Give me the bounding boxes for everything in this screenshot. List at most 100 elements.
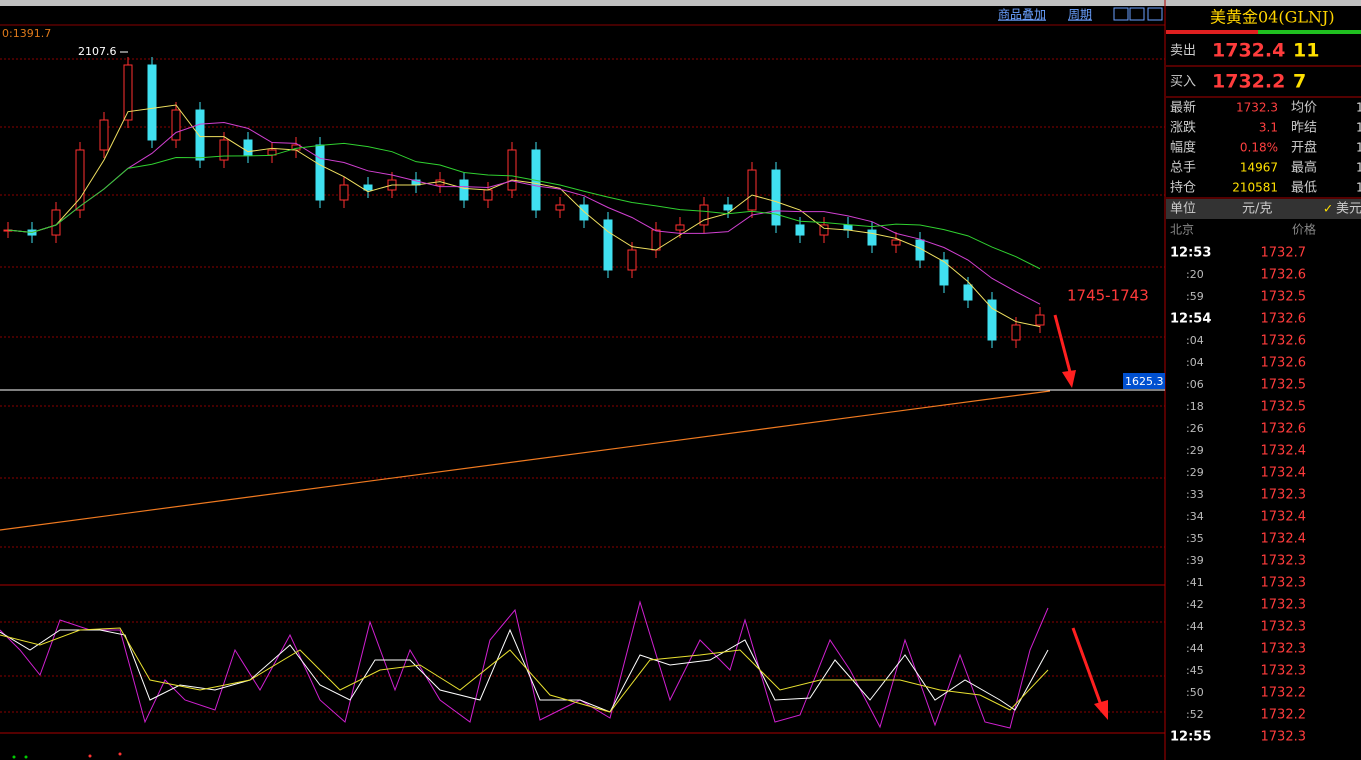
tick-price: 1732.6 (1261, 334, 1307, 349)
tick-time: :41 (1186, 576, 1204, 589)
tick-time: :34 (1186, 510, 1204, 523)
candle (675, 224, 685, 231)
quote-label: 昨结 (1291, 121, 1317, 136)
unit-currency[interactable]: 美元 (1336, 202, 1361, 217)
quote-value: 1732.3 (1236, 101, 1278, 115)
sell-qty: 11 (1293, 40, 1319, 62)
ticks-price-header: 价格 (1292, 222, 1316, 237)
candle (75, 149, 85, 211)
quote-label: 最新 (1170, 100, 1196, 116)
btn[interactable] (1129, 7, 1145, 21)
tick-time: 12:54 (1170, 312, 1211, 327)
quote-label: 涨跌 (1170, 120, 1196, 136)
candle (747, 169, 757, 211)
candle (339, 184, 349, 201)
candle (243, 139, 253, 156)
candle (963, 284, 973, 301)
tick-time: :29 (1186, 444, 1204, 457)
tick-price: 1732.3 (1261, 488, 1307, 503)
tick-price: 1732.4 (1261, 532, 1307, 547)
tick-time: :44 (1186, 620, 1204, 633)
candle (1011, 324, 1021, 341)
tick-price: 1732.4 (1261, 466, 1307, 481)
tick-time: :35 (1186, 532, 1204, 545)
quote-label: 最低 (1291, 181, 1317, 196)
price-chart: 2107.6 (0, 45, 1165, 391)
candle (627, 249, 637, 271)
line-label-box (1123, 373, 1165, 389)
quote-value: 3.1 (1259, 121, 1278, 135)
moving-average (7, 142, 1041, 270)
candle (219, 139, 229, 161)
candle (99, 119, 109, 151)
tick-time: :33 (1186, 488, 1204, 501)
tick-price: 1732.4 (1261, 444, 1307, 459)
candle (171, 109, 181, 141)
tick-price: 1732.6 (1261, 268, 1307, 283)
tick-price: 1732.7 (1261, 246, 1307, 261)
tick-time: :04 (1186, 356, 1204, 369)
period-button[interactable]: 周期 (1068, 8, 1092, 22)
tick-price: 1732.3 (1261, 642, 1307, 657)
candle (867, 229, 877, 246)
candle (579, 204, 589, 221)
tick-time: 12:53 (1170, 246, 1211, 261)
tick-price: 1732.5 (1261, 378, 1307, 393)
tick-price: 1732.3 (1261, 598, 1307, 613)
quote-value: 1 (1356, 161, 1361, 175)
tick-price: 1732.3 (1261, 730, 1307, 745)
quote-value: 210581 (1232, 181, 1278, 195)
trend-line (0, 390, 1051, 531)
check[interactable]: ✓ (1323, 202, 1333, 216)
tick-price: 1732.5 (1261, 400, 1307, 415)
moving-average (7, 122, 1041, 305)
candle (987, 299, 997, 341)
btn[interactable] (1113, 7, 1129, 21)
tick-price: 1732.2 (1261, 686, 1307, 701)
tick-time: :04 (1186, 334, 1204, 347)
candle (843, 224, 853, 231)
overlay-button[interactable]: 商品叠加 (998, 7, 1046, 22)
ticks-time-header: 北京 (1170, 223, 1194, 237)
candle (603, 219, 613, 271)
corner-label: 0:1391.7 (2, 27, 51, 40)
quote-value: 1 (1356, 121, 1361, 135)
sell-label: 卖出 (1170, 44, 1196, 59)
quote-label: 开盘 (1291, 140, 1317, 156)
line-label: 1625.3 (1125, 375, 1164, 388)
candle (483, 189, 493, 201)
buy-qty: 7 (1293, 71, 1306, 93)
tick-time: :26 (1186, 422, 1204, 435)
candle (315, 144, 325, 201)
candle (123, 64, 133, 121)
tick-time: :44 (1186, 642, 1204, 655)
sell-price: 1732.4 (1212, 40, 1285, 62)
toolbar (0, 6, 1165, 24)
unit-value: 元/克 (1242, 202, 1272, 217)
arrows (1053, 314, 1108, 720)
candle (939, 259, 949, 286)
panel-title: 美黄金04(GLNJ) (1210, 8, 1335, 27)
tick-price: 1732.3 (1261, 576, 1307, 591)
candle (771, 169, 781, 226)
candle (699, 204, 709, 226)
tick-price: 1732.6 (1261, 312, 1307, 327)
tick-time: :50 (1186, 686, 1204, 699)
candle (555, 204, 565, 211)
tick-time: :18 (1186, 400, 1204, 413)
volume-dots (12, 752, 122, 759)
tick-price: 1732.2 (1261, 708, 1307, 723)
tick-time: :45 (1186, 664, 1204, 677)
candle (195, 109, 205, 161)
candle (1035, 314, 1045, 326)
candle (651, 229, 661, 251)
quote-value: 1 (1356, 141, 1361, 155)
tick-price: 1732.4 (1261, 510, 1307, 525)
tick-time: :20 (1186, 268, 1204, 281)
oscillator (0, 600, 1049, 729)
quote-label: 幅度 (1170, 140, 1196, 156)
btn[interactable] (1147, 7, 1163, 21)
moving-average (7, 104, 1041, 328)
candle (507, 149, 517, 191)
